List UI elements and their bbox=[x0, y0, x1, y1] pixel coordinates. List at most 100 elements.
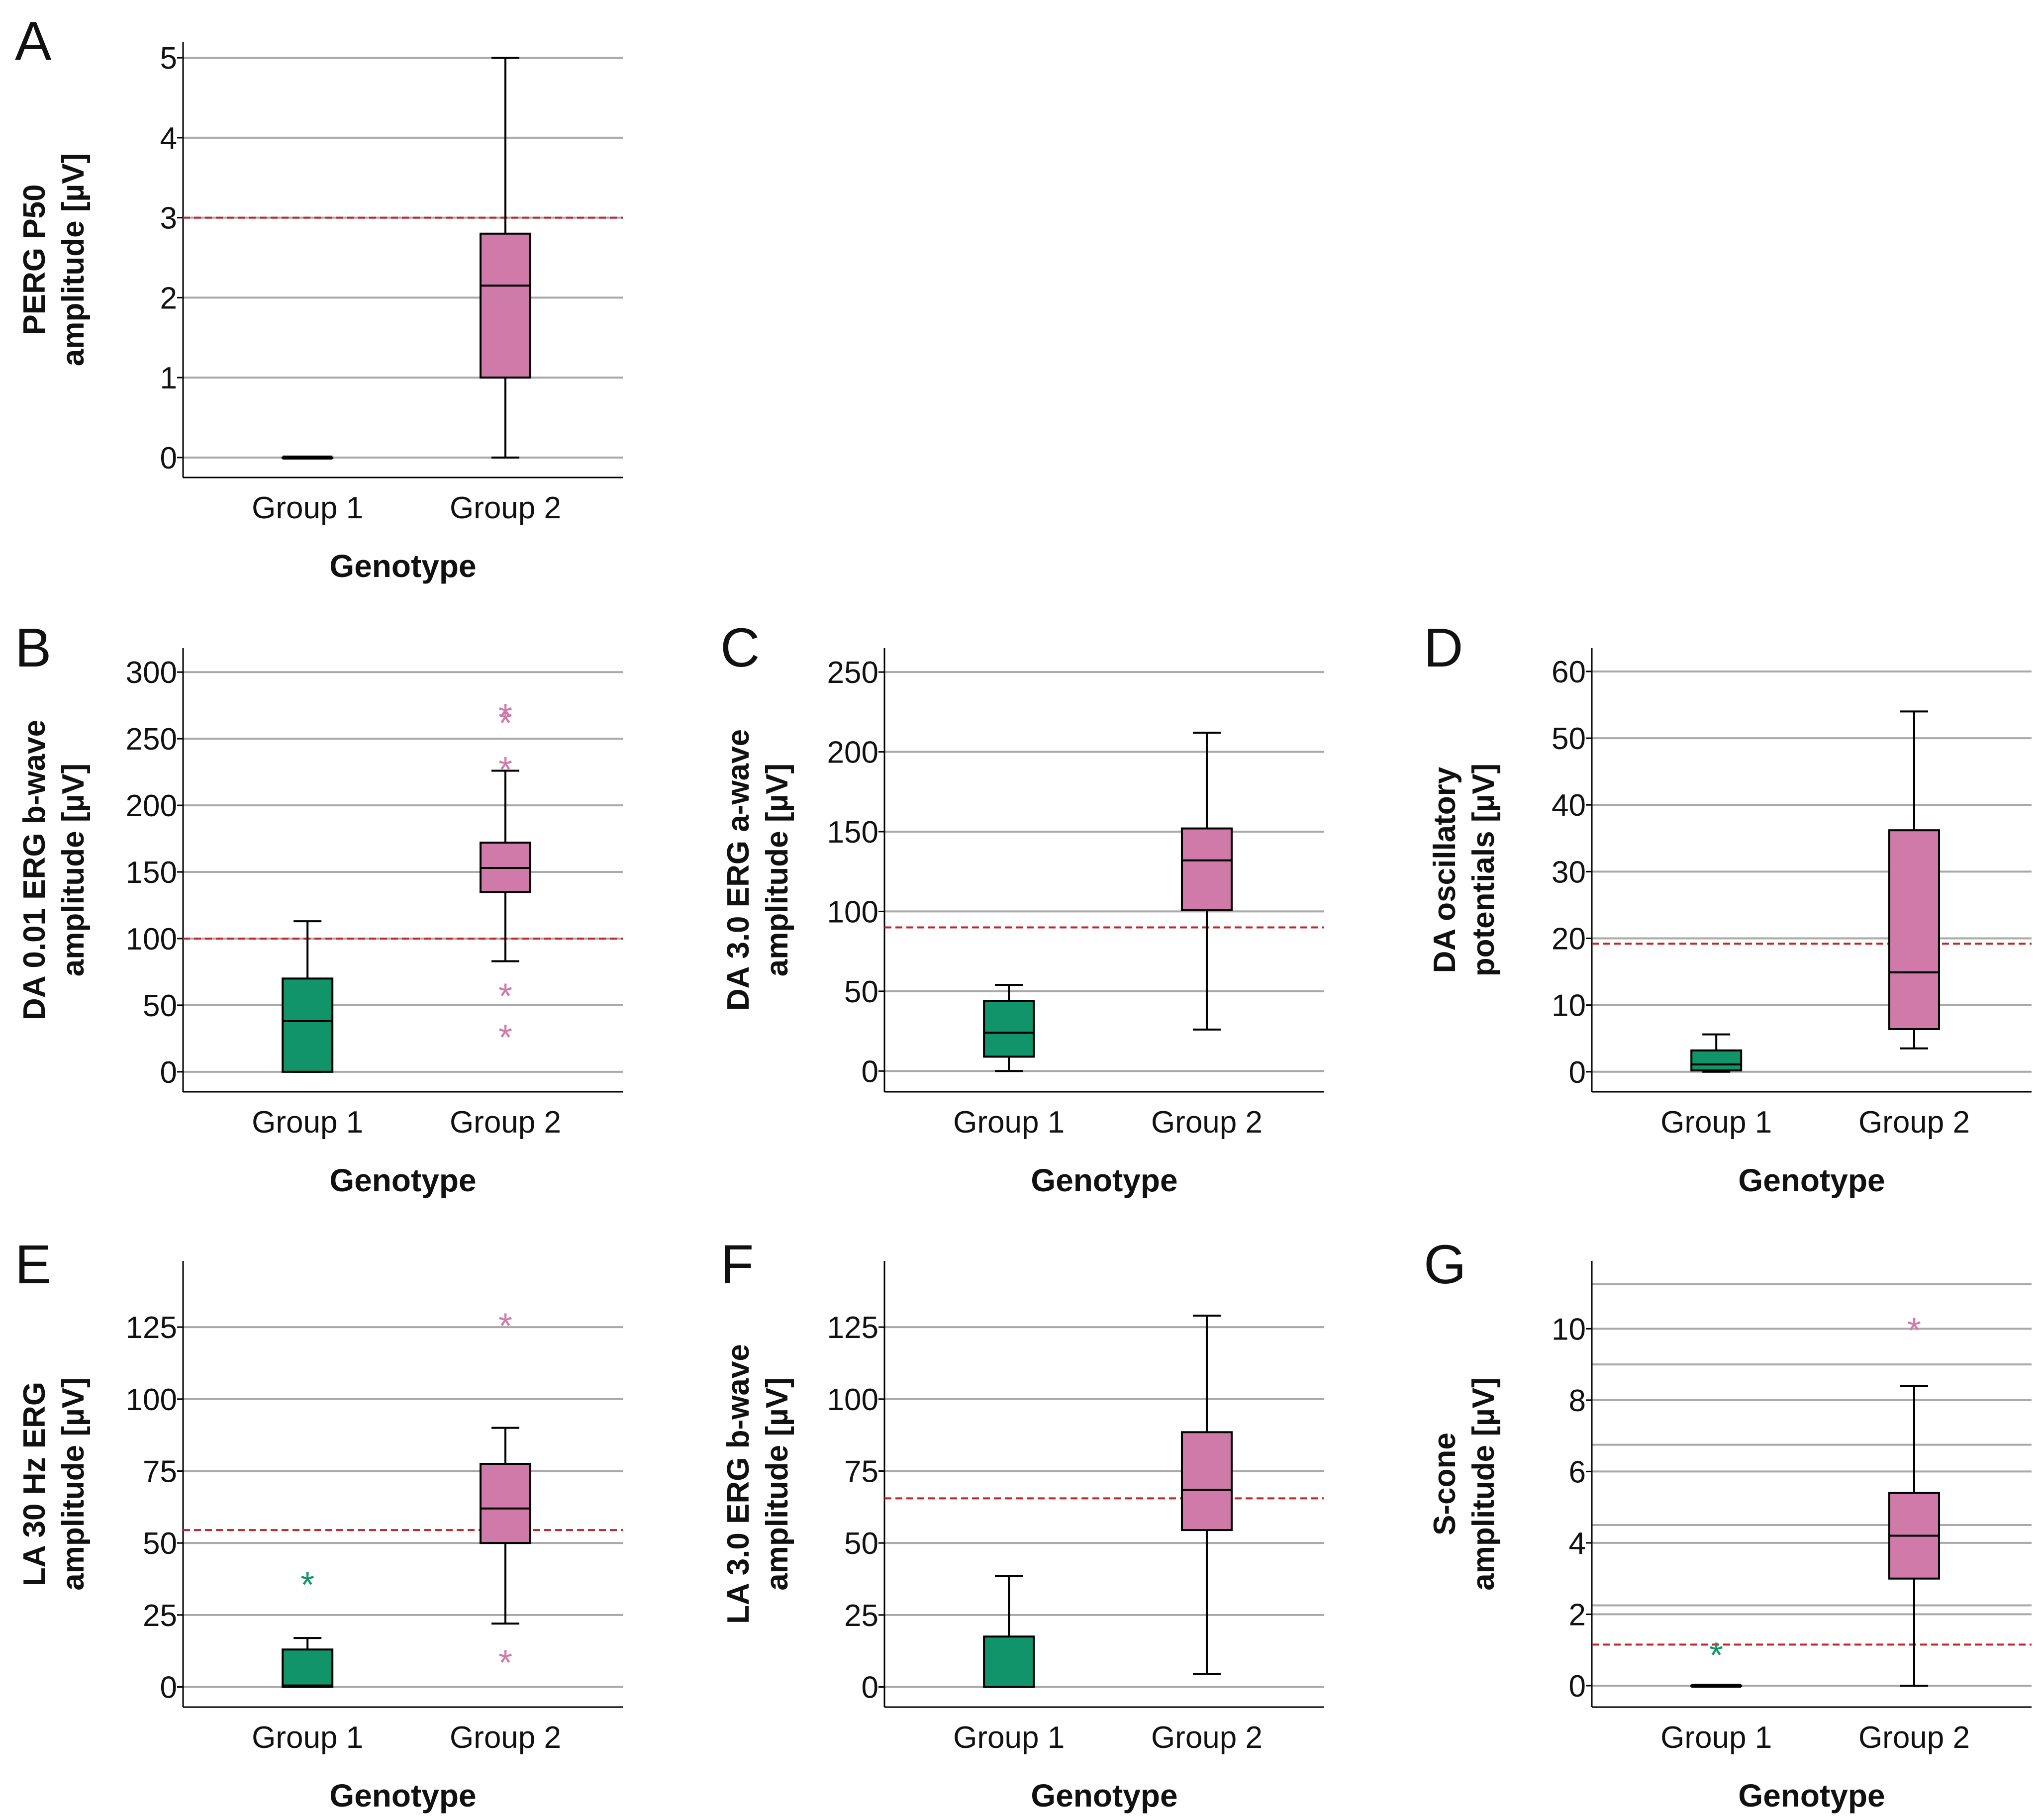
y-tick-label: 50 bbox=[844, 1527, 878, 1561]
outlier-marker: * bbox=[498, 703, 512, 743]
panel-letter: E bbox=[15, 1234, 51, 1295]
x-category-label: Group 2 bbox=[1151, 1105, 1263, 1140]
y-axis-label: PERG P50 bbox=[17, 184, 52, 335]
y-tick-label: 200 bbox=[126, 789, 177, 823]
boxplot-group-2: * bbox=[1888, 1311, 1940, 1687]
y-tick-label: 150 bbox=[126, 856, 177, 890]
panel-d: D 0 10 20 30 40 50 60 Group 1 Group 2 Genotype DA o… bbox=[1424, 617, 2032, 1198]
y-tick-label: 125 bbox=[126, 1311, 177, 1345]
panel-c: C 0 50 100 150 200 250 Group 1 Group 2 Genotype DA… bbox=[720, 617, 1324, 1198]
outlier-marker: * bbox=[1907, 1311, 1921, 1350]
boxplot-group-2 bbox=[479, 57, 531, 459]
boxplot-group-2: ** bbox=[479, 1306, 531, 1683]
boxplot-group-1: * bbox=[1690, 1635, 1743, 1688]
y-tick-label: 6 bbox=[1569, 1455, 1586, 1489]
y-axis-label: amplitude [µV] bbox=[760, 1377, 794, 1590]
x-category-label: Group 2 bbox=[450, 491, 561, 525]
outlier-marker: * bbox=[498, 1643, 512, 1683]
boxplot-group-1: * bbox=[282, 1565, 334, 1688]
iqr-box bbox=[282, 1648, 334, 1688]
x-axis-label: Genotype bbox=[1031, 1162, 1177, 1198]
y-tick-label: 0 bbox=[160, 441, 177, 476]
y-tick-label: 50 bbox=[1552, 722, 1586, 756]
y-tick-label: 2 bbox=[160, 281, 177, 315]
iqr-box bbox=[1690, 1049, 1743, 1072]
boxplot-group-1 bbox=[1690, 1033, 1743, 1073]
y-axis-label: potentials [µV] bbox=[1466, 764, 1501, 976]
y-tick-label: 0 bbox=[862, 1670, 878, 1705]
y-axis-label: DA oscillatory bbox=[1428, 766, 1462, 973]
y-tick-label: 0 bbox=[160, 1055, 177, 1090]
iqr-box bbox=[479, 232, 531, 379]
y-tick-label: 50 bbox=[143, 989, 177, 1023]
y-tick-label: 25 bbox=[143, 1599, 177, 1633]
y-tick-label: 0 bbox=[1569, 1669, 1586, 1704]
y-tick-label: 50 bbox=[143, 1527, 177, 1561]
y-axis-label: DA 3.0 ERG a-wave bbox=[721, 729, 756, 1011]
y-tick-label: 250 bbox=[827, 656, 878, 690]
panel-letter: D bbox=[1424, 617, 1463, 678]
outlier-marker: * bbox=[498, 1306, 512, 1346]
y-tick-label: 75 bbox=[844, 1454, 878, 1489]
x-category-label: Group 2 bbox=[450, 1105, 561, 1140]
iqr-box bbox=[983, 1635, 1035, 1688]
x-axis-label: Genotype bbox=[329, 548, 476, 584]
iqr-box bbox=[1180, 1431, 1233, 1531]
y-tick-label: 3 bbox=[160, 201, 177, 236]
x-axis-label: Genotype bbox=[329, 1162, 476, 1198]
iqr-box bbox=[479, 1462, 531, 1544]
y-tick-label: 4 bbox=[160, 121, 177, 156]
boxplot-group-2 bbox=[1888, 710, 1940, 1050]
x-axis-label: Genotype bbox=[1738, 1778, 1885, 1814]
x-category-label: Group 2 bbox=[1858, 1105, 1970, 1140]
y-axis-label: amplitude [µV] bbox=[760, 764, 794, 976]
panel-letter: F bbox=[720, 1234, 754, 1295]
panel-g: G 0 2 4 6 8 10 * Group 1 * Group 2 Genotype S-cone am… bbox=[1424, 1234, 2032, 1814]
x-axis-label: Genotype bbox=[329, 1778, 476, 1814]
iqr-box bbox=[282, 977, 334, 1073]
y-tick-label: 200 bbox=[827, 736, 878, 770]
y-tick-label: 60 bbox=[1552, 655, 1586, 689]
panel-letter: G bbox=[1424, 1234, 1466, 1295]
y-tick-label: 100 bbox=[126, 1383, 177, 1417]
y-tick-label: 300 bbox=[126, 656, 177, 690]
iqr-box bbox=[1180, 827, 1233, 911]
y-tick-label: 0 bbox=[160, 1670, 177, 1705]
boxplot-group-2 bbox=[1180, 1314, 1233, 1675]
panel-letter: C bbox=[720, 617, 760, 678]
y-axis-label: amplitude [µV] bbox=[56, 153, 91, 366]
y-tick-label: 5 bbox=[160, 41, 177, 76]
x-category-label: Group 1 bbox=[1660, 1721, 1772, 1755]
y-tick-label: 40 bbox=[1552, 788, 1586, 823]
outlier-marker: * bbox=[498, 750, 512, 790]
panel-a: A 0 1 2 3 4 5 Group 1 Group 2 Genotype PERG P50 amp… bbox=[15, 10, 623, 584]
y-axis-label: DA 0.01 ERG b-wave bbox=[17, 720, 52, 1020]
y-tick-label: 100 bbox=[126, 922, 177, 956]
boxplot-group-1 bbox=[983, 1575, 1035, 1688]
y-tick-label: 30 bbox=[1552, 855, 1586, 889]
y-tick-label: 125 bbox=[827, 1311, 878, 1345]
y-tick-label: 250 bbox=[126, 722, 177, 757]
outlier-marker: * bbox=[300, 1565, 314, 1605]
boxplot-group-2: ***** bbox=[479, 697, 531, 1057]
outlier-marker: * bbox=[498, 697, 512, 737]
y-tick-label: 10 bbox=[1552, 989, 1586, 1023]
outlier-marker: * bbox=[498, 976, 512, 1016]
y-axis-label: amplitude [µV] bbox=[1466, 1377, 1501, 1590]
x-category-label: Group 2 bbox=[1858, 1721, 1970, 1755]
boxplot-group-1 bbox=[983, 984, 1035, 1072]
panel-f: F 0 25 50 75 100 125 Group 1 Group 2 Genotype LA 3… bbox=[720, 1234, 1324, 1814]
y-tick-label: 0 bbox=[862, 1054, 878, 1089]
x-category-label: Group 1 bbox=[252, 1105, 363, 1140]
y-tick-label: 100 bbox=[827, 1383, 878, 1417]
x-category-label: Group 1 bbox=[953, 1105, 1065, 1140]
y-tick-label: 2 bbox=[1569, 1598, 1586, 1632]
y-tick-label: 20 bbox=[1552, 922, 1586, 956]
y-tick-label: 75 bbox=[143, 1454, 177, 1489]
panel-letter: A bbox=[15, 10, 52, 72]
x-category-label: Group 1 bbox=[1660, 1105, 1772, 1140]
y-tick-label: 50 bbox=[844, 975, 878, 1009]
